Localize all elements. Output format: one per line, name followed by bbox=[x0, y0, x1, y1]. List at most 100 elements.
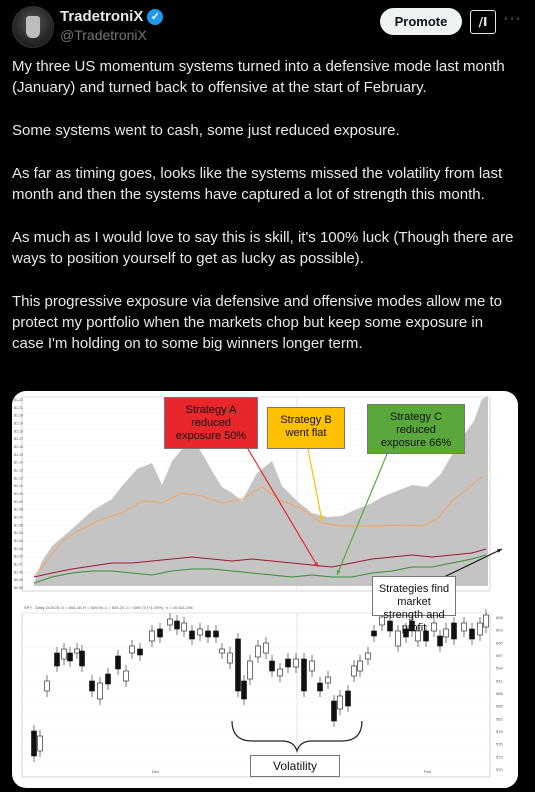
candle-body bbox=[423, 630, 429, 642]
candle-body bbox=[247, 660, 253, 680]
y-tick-label: $1.17 bbox=[14, 437, 23, 441]
candle-body bbox=[181, 622, 187, 632]
tweet-paragraph: As far as timing goes, looks like the sy… bbox=[12, 165, 503, 203]
author-name[interactable]: TradetroniX bbox=[60, 8, 144, 25]
arrow-strategy-b bbox=[307, 448, 323, 522]
candle-body bbox=[451, 622, 457, 640]
candle-body bbox=[409, 620, 415, 632]
candle-body bbox=[129, 645, 135, 654]
y-tick-label: $1.05 bbox=[14, 531, 23, 535]
candle-body bbox=[345, 690, 351, 707]
arrow-strategy-c-head bbox=[336, 570, 341, 575]
candle-body bbox=[387, 620, 393, 632]
candle-body bbox=[137, 648, 143, 656]
candle-body bbox=[443, 628, 449, 638]
candle-body bbox=[235, 638, 241, 692]
candle-body bbox=[74, 648, 80, 654]
arrow-market-strength-head bbox=[497, 549, 502, 553]
candle-body bbox=[371, 630, 377, 637]
tweet-paragraph: This progressive exposure via defensive … bbox=[12, 293, 502, 352]
y-tick-label: 576 bbox=[496, 742, 503, 747]
candle-body bbox=[469, 628, 475, 640]
candle-body bbox=[123, 670, 129, 682]
y-tick-label: 570 bbox=[496, 767, 503, 772]
candle-body bbox=[44, 680, 50, 692]
y-tick-label: $1.09 bbox=[14, 500, 23, 504]
candle-body bbox=[97, 682, 103, 700]
y-tick-label: 594 bbox=[496, 666, 503, 671]
y-tick-label: $1.13 bbox=[14, 469, 23, 473]
candle-body bbox=[325, 676, 331, 684]
candle-body bbox=[115, 655, 121, 670]
y-tick-label: 585 bbox=[496, 704, 503, 709]
candle-body bbox=[379, 616, 385, 626]
candle-body bbox=[395, 630, 401, 647]
candle-body bbox=[189, 630, 195, 640]
y-tick-label: $1.04 bbox=[14, 539, 23, 543]
candle-body bbox=[89, 680, 95, 692]
candle-body bbox=[477, 622, 483, 636]
y-tick-label: $1.03 bbox=[14, 547, 23, 551]
avatar[interactable] bbox=[12, 6, 54, 48]
portfolio-area bbox=[34, 396, 488, 586]
y-tick-label: $1.11 bbox=[14, 484, 23, 488]
grok-icon[interactable]: /I bbox=[470, 10, 496, 34]
arrow-strategy-c bbox=[336, 453, 388, 576]
candle-body bbox=[293, 658, 299, 668]
candle-body bbox=[483, 614, 489, 628]
candle-body bbox=[277, 668, 283, 677]
y-tick-label: $1.15 bbox=[14, 453, 23, 457]
candle-body bbox=[37, 735, 43, 752]
y-tick-label: $1.10 bbox=[14, 492, 23, 496]
candle-body bbox=[351, 665, 357, 677]
trophy-icon bbox=[26, 16, 40, 38]
x-tick-label: Dec bbox=[152, 769, 159, 774]
candle-body bbox=[317, 682, 323, 692]
annotation-strategy-c: Strategy C reduced exposure 66% bbox=[367, 404, 465, 454]
y-tick-label: $1.01 bbox=[14, 563, 23, 567]
candle-body bbox=[309, 660, 315, 672]
y-tick-label: 579 bbox=[496, 729, 503, 734]
arrow-strategy-b-head bbox=[319, 516, 324, 521]
candle-body bbox=[205, 630, 211, 638]
chart-image[interactable]: $1.22 $1.21 $1.20 $1.19 $1.18 $1.17 $1.16 $1.15… bbox=[12, 391, 518, 788]
candle-body bbox=[105, 673, 111, 685]
y-tick-label: 573 bbox=[496, 754, 503, 759]
candle-body bbox=[149, 630, 155, 642]
y-tick-label: $1.21 bbox=[14, 406, 23, 410]
candle-body bbox=[357, 660, 363, 672]
x-tick-label: Feb bbox=[424, 769, 432, 774]
y-tick-label: 582 bbox=[496, 716, 503, 721]
candle-body bbox=[365, 652, 371, 660]
tweet-text: My three US momentum systems turned into… bbox=[12, 56, 517, 376]
candle-body bbox=[79, 650, 85, 667]
annotation-strategy-a: Strategy A reduced exposure 50% bbox=[164, 397, 258, 449]
y-tick-label: 606 bbox=[496, 615, 503, 620]
y-tick-label: $1.18 bbox=[14, 429, 23, 433]
candle-body bbox=[269, 660, 275, 672]
more-icon[interactable]: ··· bbox=[503, 10, 522, 27]
candle-body bbox=[263, 642, 269, 654]
candle-body bbox=[197, 628, 203, 636]
y-tick-label: $1.19 bbox=[14, 422, 23, 426]
candle-body bbox=[174, 620, 180, 630]
candle-body bbox=[415, 630, 421, 642]
arrow-market-strength bbox=[443, 548, 503, 578]
candle-body bbox=[219, 648, 225, 654]
y-tick-label: $1.20 bbox=[14, 414, 23, 418]
annotation-volatility: Volatility bbox=[250, 755, 340, 777]
candle-body bbox=[31, 730, 37, 757]
y-tick-label: $1.02 bbox=[14, 555, 23, 559]
y-tick-label: $0.99 bbox=[14, 578, 23, 582]
volatility-bracket bbox=[231, 720, 363, 754]
candle-body bbox=[227, 652, 233, 664]
candle-body bbox=[54, 652, 60, 667]
series-line-red bbox=[33, 548, 487, 578]
tweet-paragraph: Some systems went to cash, some just red… bbox=[12, 122, 400, 139]
y-tick-label: $1.06 bbox=[14, 523, 23, 527]
author-handle[interactable]: @TradetroniX bbox=[60, 27, 147, 43]
promote-button[interactable]: Promote bbox=[380, 8, 462, 35]
candle-body bbox=[403, 628, 409, 638]
author-row: TradetroniX ✓ bbox=[60, 8, 164, 25]
annotation-strategy-b: Strategy B went flat bbox=[267, 407, 345, 449]
